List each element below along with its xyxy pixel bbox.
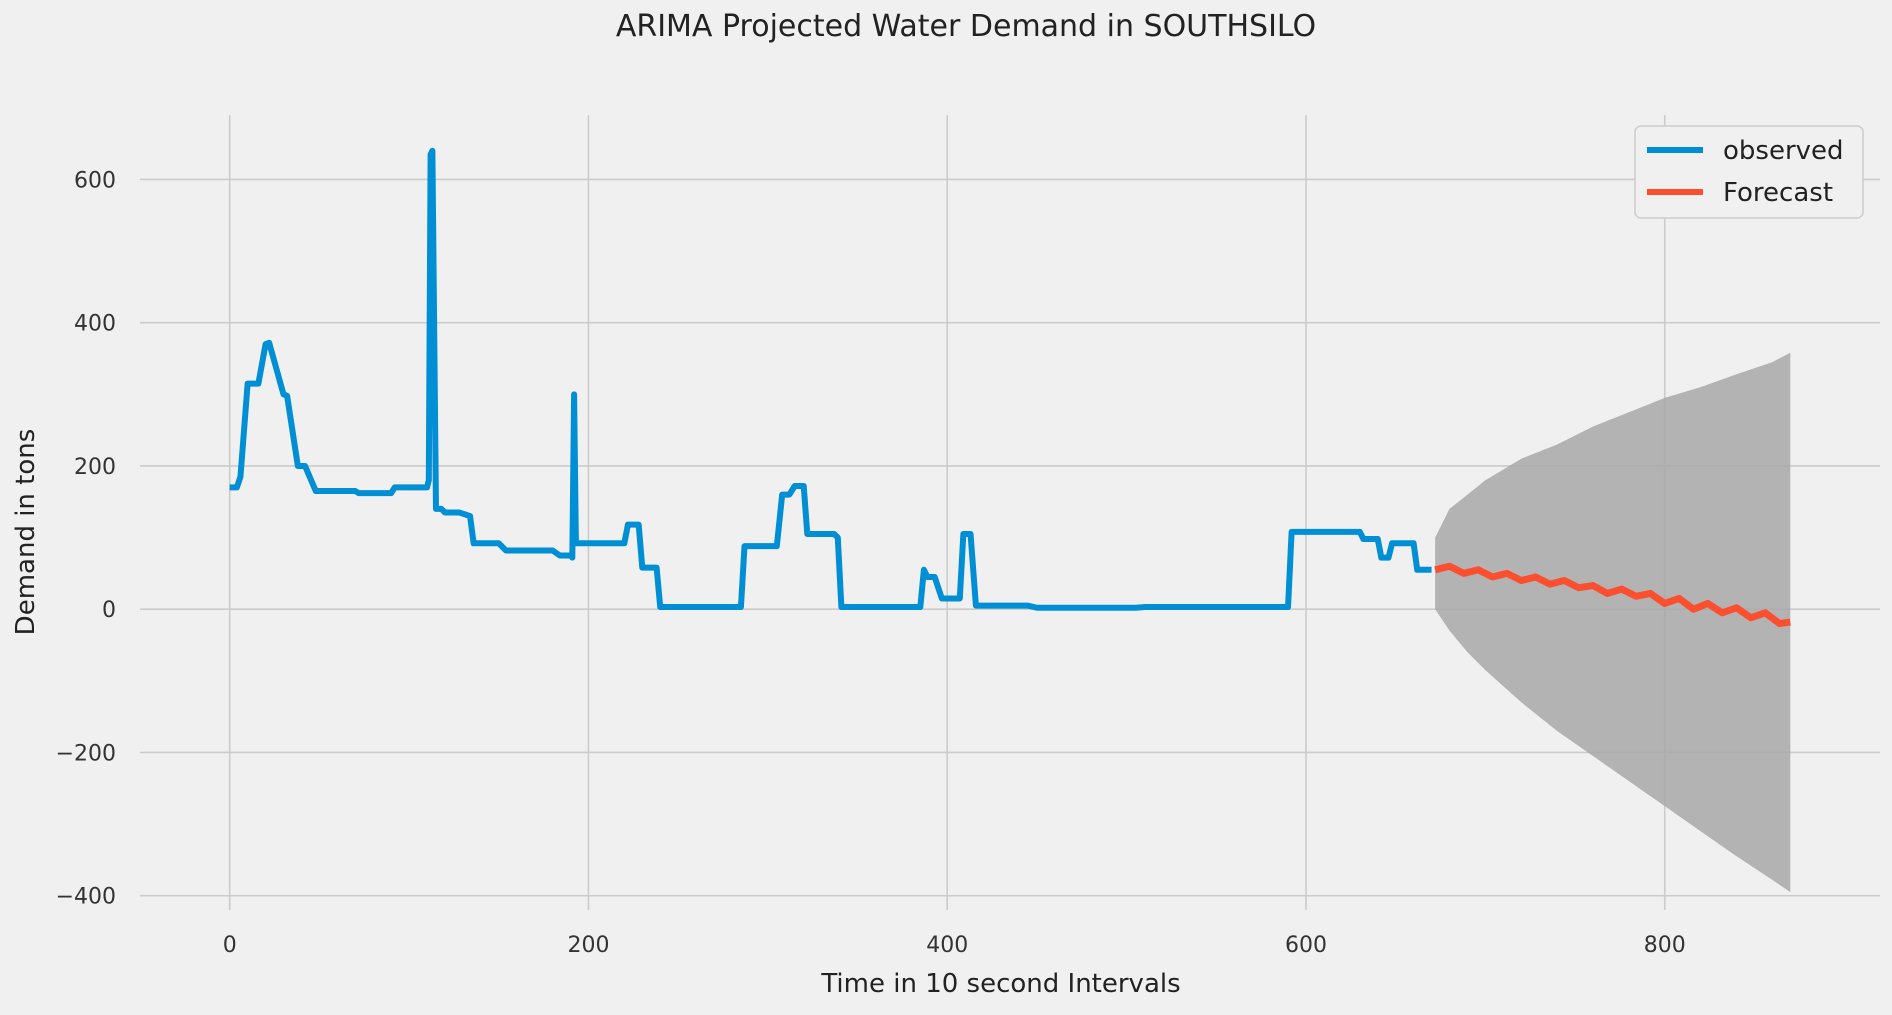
x-tick-label: 600 — [1285, 933, 1327, 958]
y-axis-label: Demand in tons — [11, 429, 41, 636]
x-tick-label: 200 — [567, 933, 609, 958]
y-tick-label: −200 — [56, 741, 116, 766]
y-tick-label: 0 — [102, 598, 116, 623]
x-tick-label: 0 — [223, 933, 237, 958]
legend-observed-label: observed — [1723, 136, 1844, 166]
series-layer — [229, 147, 1791, 628]
observed-series-line — [229, 147, 1432, 611]
x-tick-label: 800 — [1644, 933, 1686, 958]
x-tick-label: 400 — [926, 933, 968, 958]
legend-forecast-label: Forecast — [1723, 178, 1833, 208]
confidence-band-layer — [1435, 352, 1791, 893]
forecast-series-line — [1434, 562, 1791, 628]
forecast-confidence-band — [1435, 352, 1791, 893]
y-tick-label: 600 — [74, 168, 116, 193]
y-tick-label: 200 — [74, 455, 116, 480]
y-tick-label: −400 — [56, 885, 116, 910]
chart-title: ARIMA Projected Water Demand in SOUTHSIL… — [616, 9, 1316, 44]
legend: observed Forecast — [1634, 125, 1864, 219]
y-tick-label: 400 — [74, 312, 116, 337]
x-axis-label: Time in 10 second Intervals — [820, 969, 1180, 999]
tick-labels: 0 200 400 600 800 −400 −200 0 200 400 600 — [56, 168, 1686, 958]
